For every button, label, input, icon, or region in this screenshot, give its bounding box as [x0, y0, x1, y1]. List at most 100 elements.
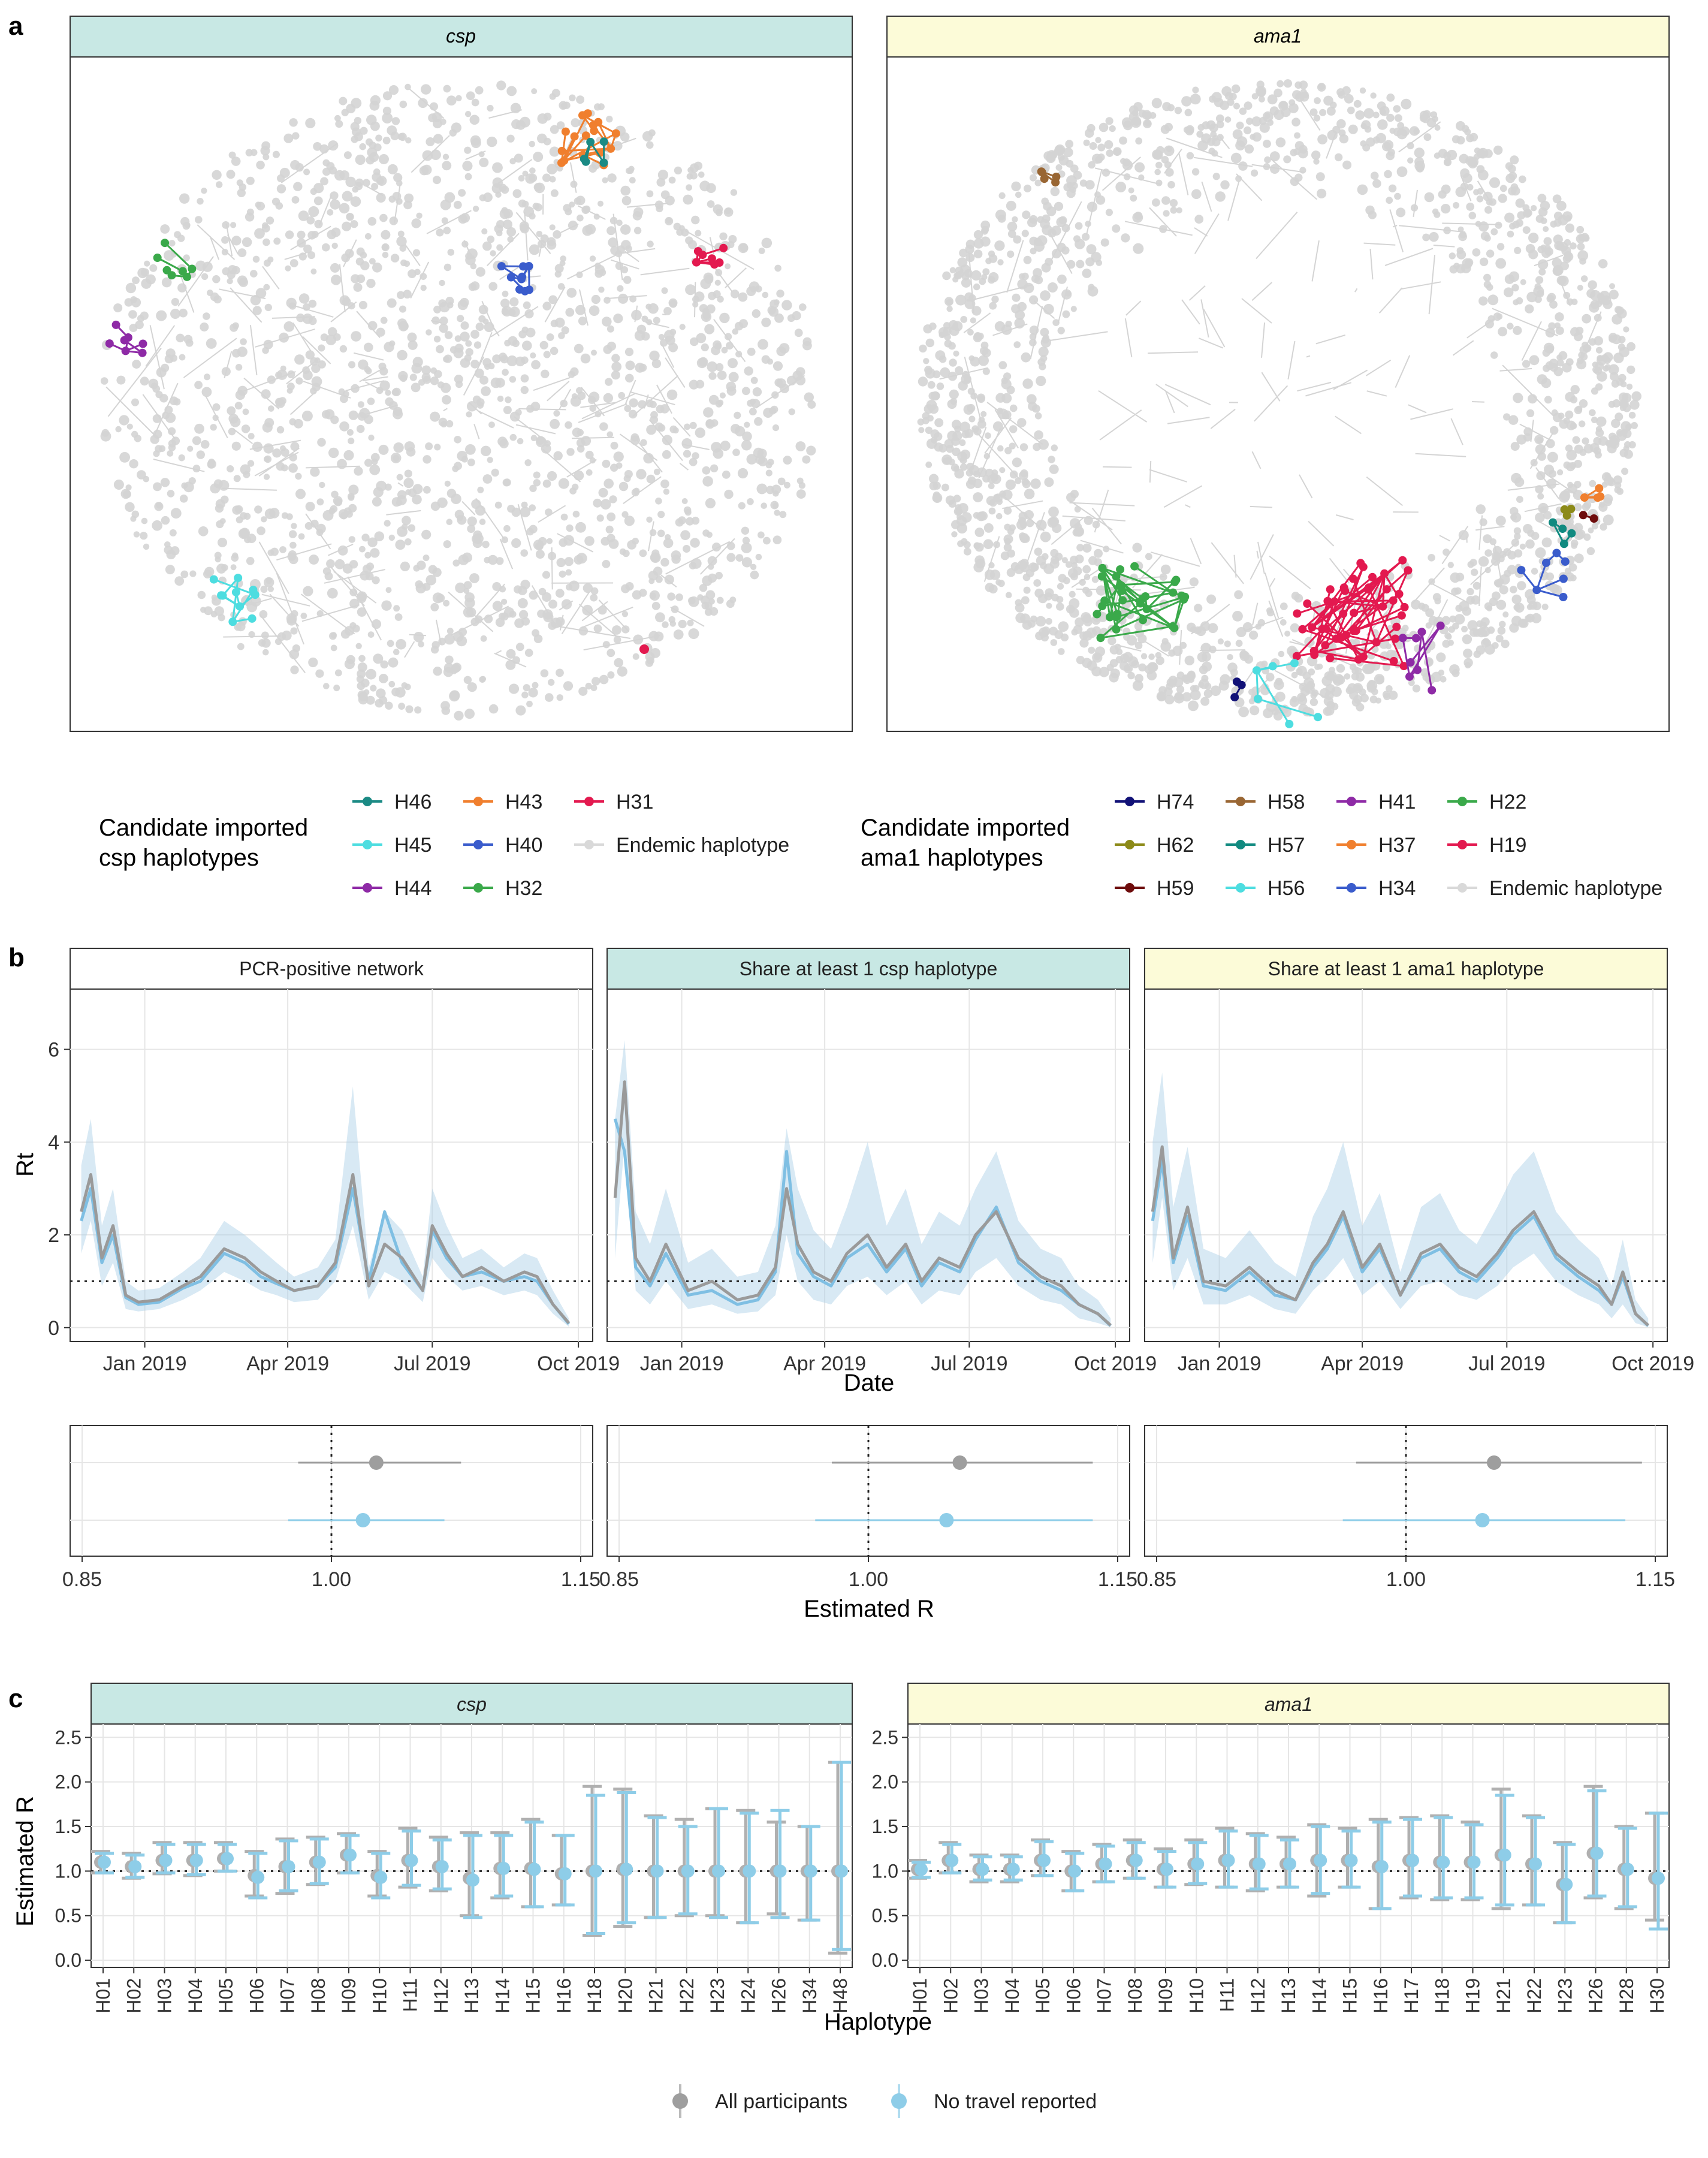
cluster-node — [1179, 595, 1188, 604]
network-edge — [1441, 526, 1469, 565]
network-node — [761, 237, 772, 249]
network-node — [648, 303, 659, 314]
network-node — [602, 177, 608, 183]
network-node — [716, 596, 724, 604]
network-node — [609, 463, 618, 472]
cluster-node — [1389, 656, 1398, 665]
network-node — [1434, 152, 1441, 159]
network-node — [305, 350, 315, 360]
network-node — [1082, 565, 1091, 574]
network-edge — [670, 606, 705, 627]
cluster-node — [1406, 658, 1415, 667]
network-edge — [579, 289, 589, 326]
network-node — [1167, 104, 1175, 111]
network-node — [1022, 378, 1033, 389]
network-node — [589, 405, 597, 412]
network-node — [629, 177, 636, 184]
network-node — [663, 307, 672, 315]
network-node — [342, 221, 352, 231]
network-node — [1629, 400, 1640, 410]
network-edge — [183, 337, 237, 378]
network-node — [1484, 549, 1492, 557]
network-node — [1063, 147, 1073, 158]
network-node — [1355, 110, 1365, 120]
cluster-edge — [1256, 670, 1290, 725]
network-node — [457, 315, 464, 323]
cluster-edge — [231, 577, 239, 622]
network-node — [464, 592, 475, 602]
network-node — [1618, 343, 1625, 351]
rt-xtick-label: Jan 2019 — [103, 1352, 187, 1375]
network-node — [197, 590, 206, 599]
network-node — [227, 465, 234, 473]
network-node — [589, 164, 598, 173]
network-node — [1482, 638, 1490, 646]
cluster-edge — [562, 147, 611, 152]
network-node — [1075, 222, 1083, 230]
network-node — [611, 354, 620, 363]
network-node — [1063, 577, 1070, 584]
rt-xtick-label: Jul 2019 — [931, 1352, 1008, 1375]
network-node — [194, 381, 203, 390]
network-node — [1552, 258, 1562, 268]
network-node — [334, 669, 342, 677]
network-node — [1280, 619, 1287, 626]
cluster-edge — [213, 578, 256, 596]
network-node — [187, 445, 194, 452]
network-node — [161, 516, 170, 525]
network-edge — [609, 137, 636, 149]
network-node — [1283, 155, 1291, 164]
network-node — [1577, 250, 1589, 261]
network-node — [412, 249, 421, 257]
network-node — [1484, 602, 1493, 611]
network-node — [1423, 657, 1434, 667]
network-node — [1132, 542, 1142, 553]
cluster-node — [1118, 586, 1126, 595]
network-edge — [963, 312, 991, 333]
network-node — [741, 526, 750, 535]
network-node — [617, 285, 624, 292]
network-node — [418, 98, 428, 108]
network-node — [320, 177, 328, 186]
network-node — [1164, 694, 1175, 705]
network-node — [197, 198, 204, 205]
network-node — [364, 342, 373, 352]
network-node — [668, 616, 675, 623]
haplotype-point — [773, 1864, 787, 1878]
network-edge — [1408, 404, 1427, 414]
network-edge — [583, 635, 660, 651]
network-node — [1463, 658, 1473, 668]
network-node — [1179, 641, 1187, 649]
network-node — [442, 153, 449, 160]
network-node — [290, 442, 300, 451]
network-node — [1033, 268, 1042, 278]
network-node — [589, 391, 600, 403]
network-node — [460, 358, 470, 368]
network-node — [529, 167, 536, 174]
network-node — [1441, 184, 1451, 194]
network-node — [970, 317, 976, 324]
network-node — [1211, 92, 1222, 103]
network-node — [1302, 671, 1311, 680]
network-node — [953, 495, 961, 503]
network-node — [542, 480, 551, 488]
network-node — [1490, 228, 1498, 236]
network-node — [484, 614, 493, 623]
haplotype-xtick-label: H16 — [553, 1978, 575, 2014]
network-node — [1397, 122, 1405, 129]
network-node — [1114, 643, 1121, 650]
network-edge — [1102, 466, 1132, 468]
network-node — [598, 200, 603, 207]
network-node — [1398, 628, 1407, 636]
network-node — [357, 412, 367, 421]
legend-key-dot — [584, 840, 594, 849]
network-node — [451, 493, 461, 504]
network-node — [565, 421, 572, 429]
haplotype-ytick-label: 2.0 — [872, 1771, 898, 1793]
legend-key-dot — [1236, 797, 1245, 806]
cluster-node — [1395, 589, 1404, 598]
network-node — [494, 501, 502, 509]
haplotype-xtick-label: H16 — [1370, 1978, 1392, 2014]
network-node — [982, 348, 991, 358]
network-node — [796, 489, 806, 499]
